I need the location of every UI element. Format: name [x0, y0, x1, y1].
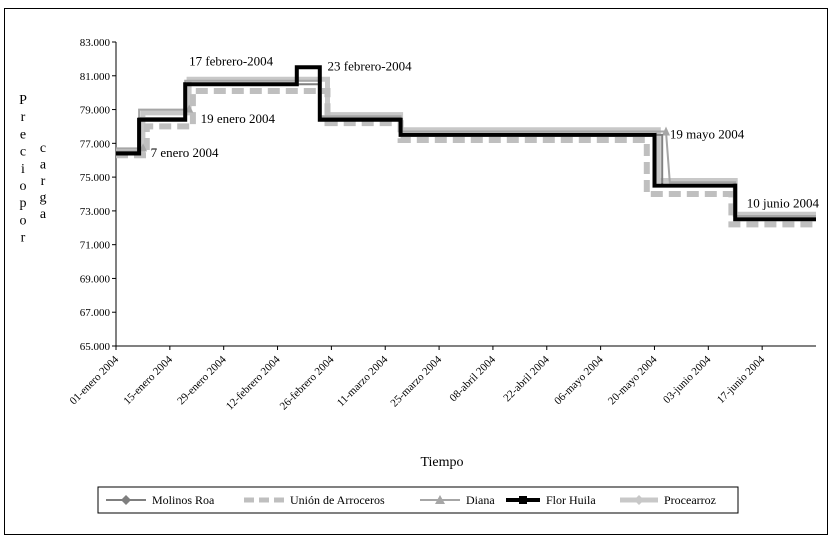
- y-title-letter: o: [20, 179, 27, 194]
- y-tick-label: 65.000: [80, 341, 111, 353]
- annotation-label: 19 mayo 2004: [670, 126, 745, 141]
- x-tick-label: 25-marzo 2004: [388, 353, 444, 409]
- x-tick-label: 15-enero 2004: [121, 353, 175, 407]
- legend-label: Procearroz: [664, 493, 716, 507]
- legend: Molinos Roa Unión de Arroceros Diana Flor H…: [97, 486, 739, 514]
- series-line-flor-huila: [116, 65, 816, 222]
- y-tick-label: 75.000: [80, 172, 111, 184]
- y-tick-label: 81.000: [80, 71, 111, 83]
- y-title-letter: e: [20, 127, 26, 142]
- y-title-letter: p: [20, 196, 27, 211]
- x-tick-label: 08-abril 2004: [447, 353, 498, 404]
- y-title-letter: i: [21, 162, 25, 177]
- diana-marker: [185, 104, 194, 113]
- x-tick-label: 20-mayo 2004: [606, 353, 660, 407]
- legend-marker: [519, 496, 527, 504]
- series-layer: [116, 65, 816, 228]
- annotation-layer: 7 enero 2004 19 enero 2004 17 febrero-2004…: [151, 54, 820, 211]
- x-tick-label: 06-mayo 2004: [552, 353, 606, 407]
- x-tick-label: 01-enero 2004: [67, 353, 121, 407]
- x-tick-label: 12-febrero 2004: [224, 353, 283, 412]
- axes: 65.000 67.000 69.000 71.000 73.000 75.000 77.0…: [67, 37, 816, 412]
- annotation-label: 19 enero 2004: [201, 111, 276, 126]
- x-tick-label: 11-marzo 2004: [335, 353, 391, 409]
- series-line-molinos-roa: [116, 83, 816, 221]
- y-tick-label: 67.000: [80, 307, 111, 319]
- y-tick-label: 77.000: [80, 138, 111, 150]
- y-tick-label: 69.000: [80, 273, 111, 285]
- x-tick-label: 22-abril 2004: [501, 353, 552, 404]
- y-title-letter: P: [19, 93, 27, 108]
- legend-label: Diana: [466, 493, 495, 507]
- annotation-label: 10 junio 2004: [747, 196, 820, 211]
- annotation-label: 17 febrero-2004: [189, 54, 274, 69]
- y-title-letter: r: [21, 231, 26, 246]
- x-tick-label: 17-junio 2004: [715, 353, 768, 406]
- y-title-letter: c: [20, 145, 26, 160]
- y-title-letter: c: [40, 141, 46, 156]
- y-title-letter: g: [40, 191, 47, 206]
- annotation-label: 7 enero 2004: [151, 145, 219, 160]
- x-tick-label: 29-enero 2004: [175, 353, 229, 407]
- x-axis-title: Tiempo: [420, 455, 463, 470]
- legend-label: Unión de Arroceros: [290, 493, 385, 507]
- series-line-diana: [116, 79, 816, 217]
- legend-label: Molinos Roa: [152, 493, 215, 507]
- y-title-letter: r: [21, 110, 26, 125]
- legend-marker: [121, 495, 131, 505]
- y-tick-label: 71.000: [80, 240, 111, 252]
- y-title-letter: a: [40, 207, 47, 222]
- diana-marker: [662, 126, 670, 136]
- legend-marker: [435, 495, 445, 504]
- series-line-uni-n-de-arroceros: [116, 88, 816, 228]
- y-title-letter: o: [20, 213, 27, 228]
- y-title-letter: r: [41, 174, 46, 189]
- y-tick-label: 79.000: [80, 105, 111, 117]
- y-title-letter: a: [40, 158, 47, 173]
- annotation-label: 23 febrero-2004: [328, 59, 413, 74]
- legend-label: Flor Huila: [546, 493, 596, 507]
- x-tick-label: 26-febrero 2004: [278, 353, 337, 412]
- x-tick-label: 03-junio 2004: [661, 353, 714, 406]
- y-tick-label: 73.000: [80, 206, 111, 218]
- series-line-procearroz: [116, 76, 816, 217]
- legend-marker: [634, 495, 644, 505]
- y-tick-label: 83.000: [80, 37, 111, 49]
